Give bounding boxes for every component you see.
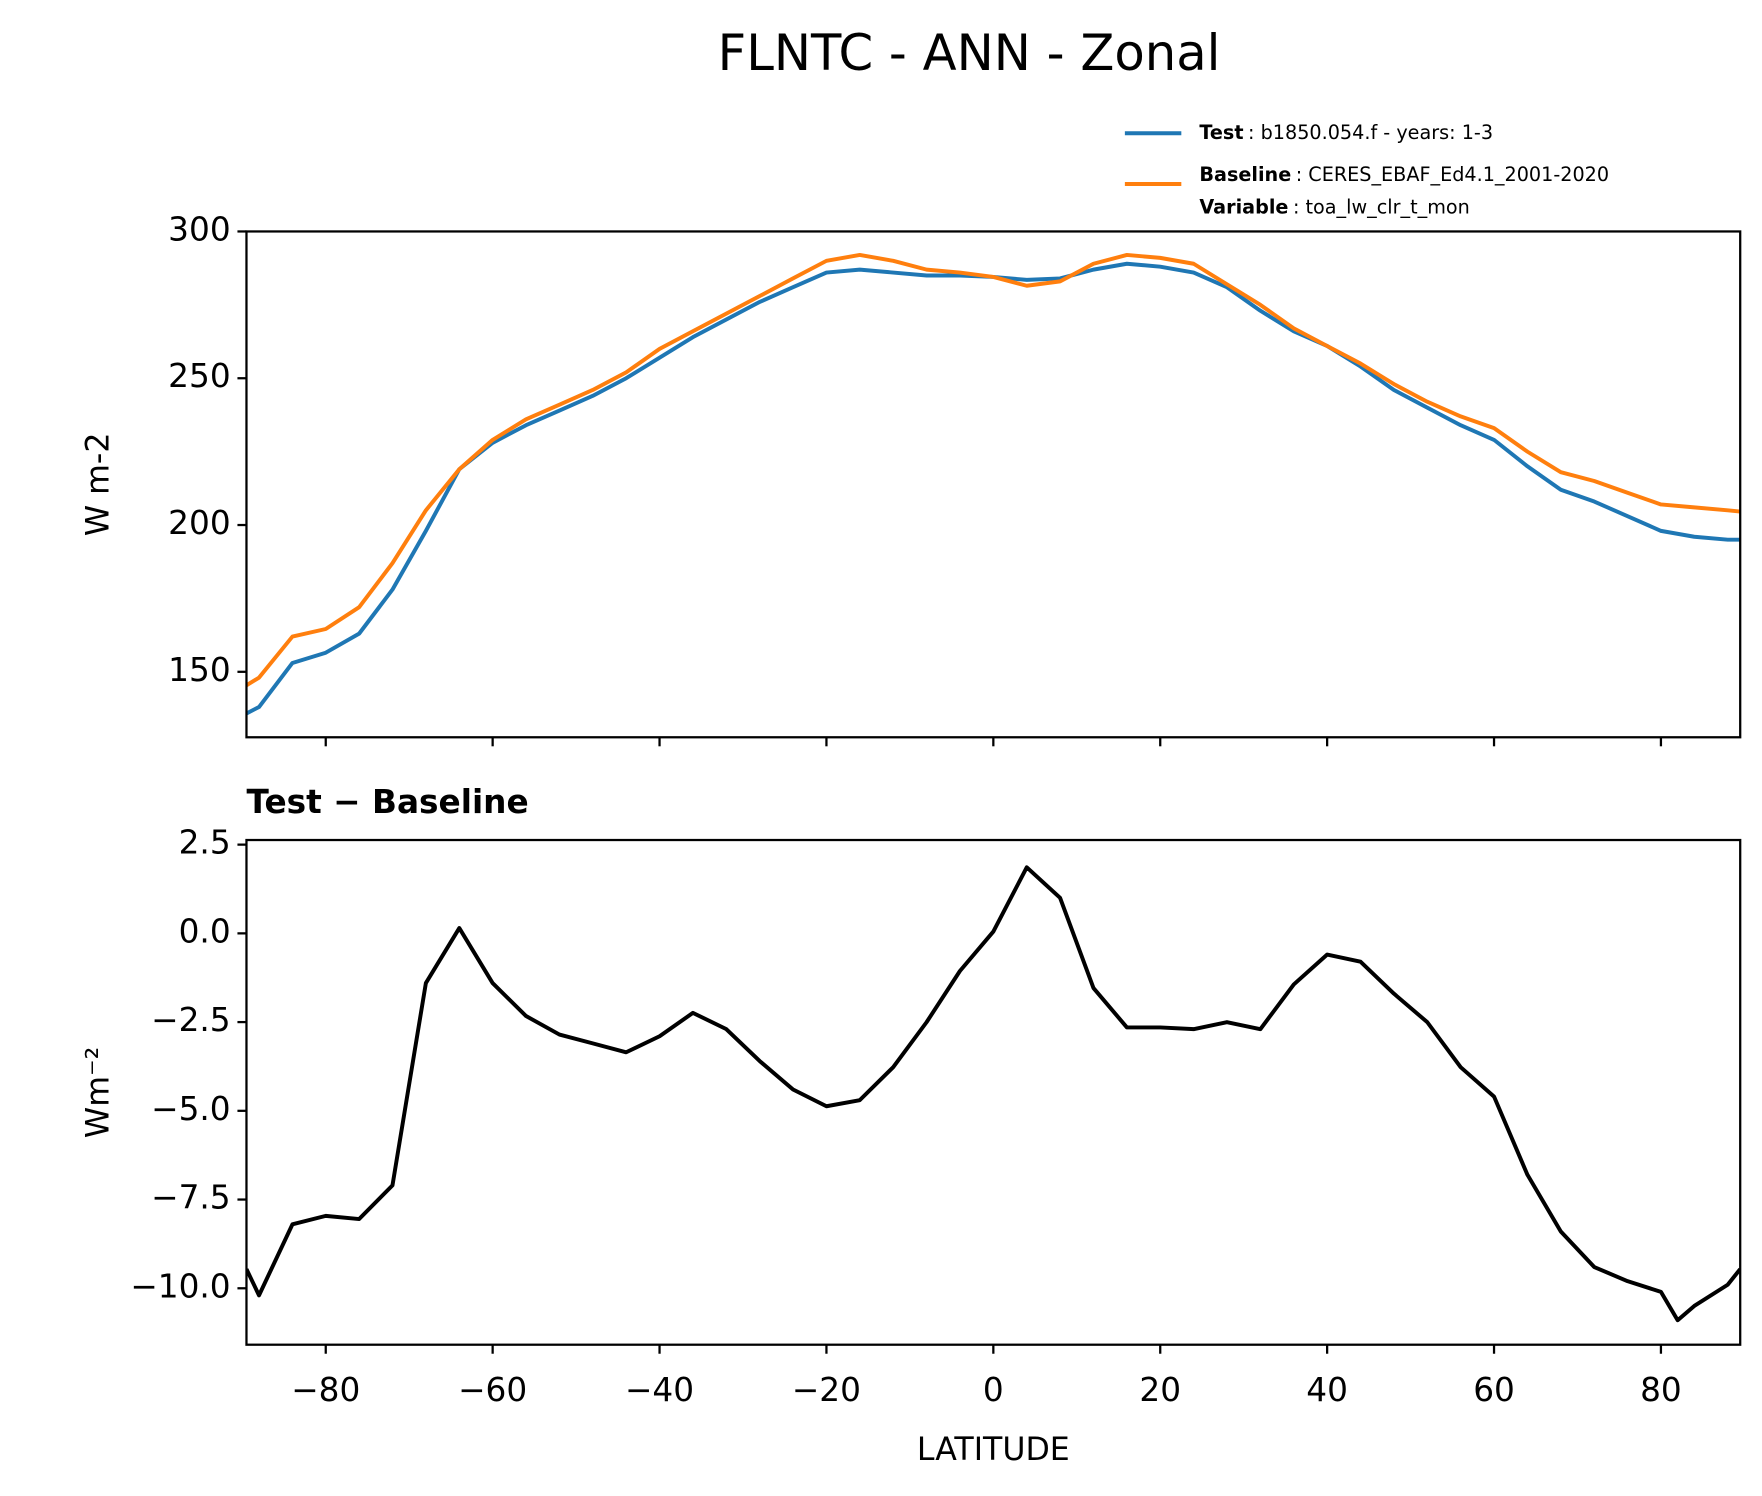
y-tick-label: −10.0 — [130, 1267, 230, 1305]
panel-title: Test − Baseline — [246, 783, 528, 821]
legend-name: Variable — [1199, 195, 1288, 218]
x-tick-label: 40 — [1306, 1371, 1348, 1409]
axes-frame — [245, 838, 1742, 1346]
x-tick-label: 0 — [983, 1371, 1004, 1409]
y-axis-label: Wm⁻² — [81, 1047, 117, 1138]
legend-entry: Baseline: CERES_EBAF_Ed4.1_2001-2020 — [1199, 163, 1609, 186]
y-tick-label: 150 — [168, 651, 230, 689]
y-axis-label: W m-2 — [81, 433, 117, 537]
line-series — [246, 865, 1741, 1323]
line-series — [246, 252, 1741, 688]
y-tick-label: −2.5 — [151, 1001, 231, 1039]
y-tick-label: −7.5 — [151, 1179, 231, 1217]
legend-name: Test — [1199, 121, 1243, 144]
chart-title: FLNTC - ANN - Zonal — [718, 24, 1221, 82]
legend-name: Baseline — [1199, 163, 1291, 186]
x-tick-label: −60 — [458, 1371, 527, 1409]
y-tick-label: 200 — [168, 504, 230, 542]
y-tick-label: 2.5 — [179, 824, 231, 862]
legend-description: : CERES_EBAF_Ed4.1_2001-2020 — [1296, 163, 1609, 186]
y-tick-label: 300 — [168, 210, 230, 248]
axes-frame — [245, 230, 1742, 739]
x-tick-label: −20 — [792, 1371, 861, 1409]
y-tick-label: 250 — [168, 357, 230, 395]
legend-entry: Variable: toa_lw_clr_t_mon — [1199, 195, 1469, 218]
legend-entry: Test: b1850.054.f - years: 1-3 — [1199, 121, 1493, 144]
x-axis-label: LATITUDE — [917, 1432, 1070, 1468]
y-tick-label: 0.0 — [179, 912, 231, 950]
legend-description: : toa_lw_clr_t_mon — [1293, 195, 1470, 218]
legend-description: : b1850.054.f - years: 1-3 — [1248, 121, 1493, 144]
x-tick-label: 20 — [1139, 1371, 1181, 1409]
x-tick-label: −40 — [625, 1371, 694, 1409]
y-tick-label: −5.0 — [151, 1090, 231, 1128]
x-tick-label: −80 — [291, 1371, 360, 1409]
x-tick-label: 80 — [1640, 1371, 1682, 1409]
x-tick-label: 60 — [1473, 1371, 1515, 1409]
